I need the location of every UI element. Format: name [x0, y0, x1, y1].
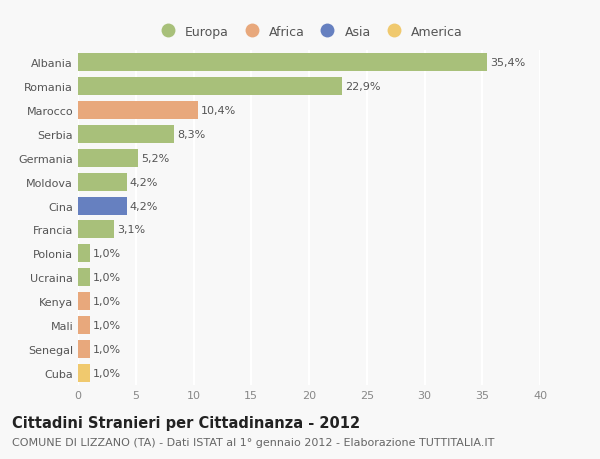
Bar — [78, 293, 89, 311]
Text: 8,3%: 8,3% — [177, 129, 205, 139]
Bar — [78, 341, 89, 358]
Text: 1,0%: 1,0% — [92, 369, 121, 379]
Bar — [78, 364, 89, 382]
Bar — [78, 149, 138, 167]
Bar — [78, 78, 343, 95]
Bar — [78, 173, 127, 191]
Text: 22,9%: 22,9% — [346, 81, 381, 91]
Text: 1,0%: 1,0% — [92, 249, 121, 259]
Text: COMUNE DI LIZZANO (TA) - Dati ISTAT al 1° gennaio 2012 - Elaborazione TUTTITALIA: COMUNE DI LIZZANO (TA) - Dati ISTAT al 1… — [12, 437, 494, 447]
Bar — [78, 101, 198, 119]
Text: 3,1%: 3,1% — [116, 225, 145, 235]
Text: Cittadini Stranieri per Cittadinanza - 2012: Cittadini Stranieri per Cittadinanza - 2… — [12, 415, 360, 431]
Text: 5,2%: 5,2% — [141, 153, 169, 163]
Bar — [78, 245, 89, 263]
Bar — [78, 197, 127, 215]
Bar — [78, 269, 89, 287]
Text: 1,0%: 1,0% — [92, 297, 121, 307]
Legend: Europa, Africa, Asia, America: Europa, Africa, Asia, America — [152, 23, 466, 41]
Bar — [78, 125, 174, 143]
Text: 1,0%: 1,0% — [92, 345, 121, 355]
Bar — [78, 54, 487, 72]
Text: 1,0%: 1,0% — [92, 273, 121, 283]
Text: 1,0%: 1,0% — [92, 321, 121, 331]
Text: 4,2%: 4,2% — [130, 177, 158, 187]
Bar — [78, 221, 114, 239]
Text: 10,4%: 10,4% — [201, 105, 236, 115]
Bar — [78, 317, 89, 335]
Text: 4,2%: 4,2% — [130, 201, 158, 211]
Text: 35,4%: 35,4% — [490, 57, 525, 67]
